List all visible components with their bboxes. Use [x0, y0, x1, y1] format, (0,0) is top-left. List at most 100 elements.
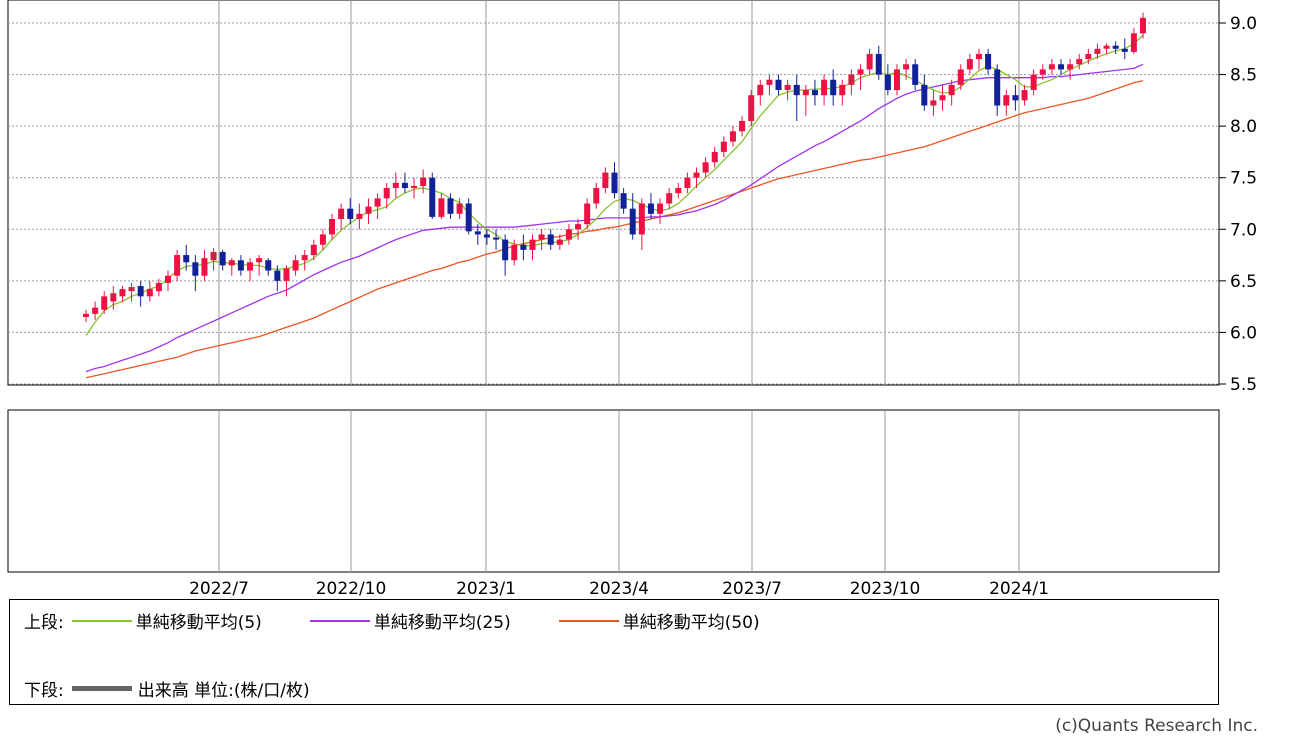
candle-body: [975, 53, 982, 60]
candle-body: [1085, 53, 1092, 60]
candlesticks: [83, 12, 1146, 323]
candle-body: [456, 203, 463, 214]
candle-body: [511, 244, 518, 261]
candle-body: [165, 275, 172, 283]
candle-body: [711, 151, 718, 163]
stock-chart: 9.08.58.07.57.06.56.05.5 2022/7 2022/10 20…: [7, 0, 1257, 599]
candle-body: [310, 244, 317, 256]
candle-body: [392, 182, 399, 189]
copyright-credit: (c)Quants Research Inc.: [1055, 716, 1258, 736]
candle-body: [930, 100, 937, 106]
candle-body: [848, 74, 855, 85]
legend-volume-swatch: [71, 686, 132, 691]
candle-body: [538, 234, 545, 240]
y-tick-label: 9.0: [1230, 14, 1257, 34]
candle-body: [556, 239, 563, 245]
candle-body: [602, 172, 609, 189]
candle-body: [1021, 90, 1028, 101]
candle-body: [447, 198, 454, 214]
candle-body: [657, 203, 664, 214]
candle-body: [274, 270, 281, 281]
candle-body: [465, 203, 472, 232]
candle-body: [647, 203, 654, 214]
candle-body: [821, 79, 828, 96]
candle-body: [329, 218, 336, 235]
candle-body: [666, 193, 673, 204]
y-tick-label: 8.5: [1230, 66, 1257, 86]
candle-body: [374, 198, 381, 207]
candle-body: [565, 229, 572, 240]
candle-body: [720, 141, 727, 152]
candle-body: [584, 203, 591, 225]
legend-lower-row: 下段: 出来高 単位:(株/口/枚): [24, 676, 310, 701]
candle-body: [1030, 74, 1037, 91]
price-gridlines: [8, 22, 1219, 385]
candle-body: [702, 162, 709, 173]
candle-body: [265, 260, 272, 271]
candle-body: [839, 84, 846, 96]
candle-body: [893, 69, 900, 91]
legend-ma50: 単純移動平均(50): [558, 608, 760, 633]
candle-body: [338, 208, 345, 219]
candle-body: [247, 262, 254, 271]
candle-body: [520, 244, 527, 250]
legend-ma5-label: 単純移動平均(5): [135, 613, 262, 633]
candle-body: [237, 260, 244, 271]
candle-body: [383, 188, 390, 199]
candle-body: [420, 177, 427, 186]
x-tick-label: 2022/7: [189, 579, 249, 599]
legend-lower-label: 下段:: [24, 681, 64, 701]
candle-body: [292, 260, 299, 271]
candle-body: [775, 79, 782, 91]
candle-body: [283, 268, 290, 281]
legend-ma50-swatch: [558, 619, 619, 622]
candle-body: [857, 69, 864, 75]
candle-body: [593, 188, 600, 204]
candle-body: [884, 74, 891, 91]
candle-body: [1121, 48, 1128, 52]
candle-body: [866, 53, 873, 70]
y-tick-label: 5.5: [1230, 375, 1257, 395]
candle-body: [1130, 33, 1137, 52]
x-tick-label: 2022/10: [316, 579, 387, 599]
candle-body: [1076, 59, 1083, 65]
y-tick-label: 6.5: [1230, 272, 1257, 292]
candle-body: [985, 53, 992, 70]
candle-body: [210, 251, 217, 261]
ma5-line: [85, 34, 1144, 336]
candle-body: [146, 289, 153, 297]
candle-body: [912, 64, 919, 85]
x-tick-label: 2023/10: [850, 579, 921, 599]
candle-body: [638, 203, 645, 235]
candle-body: [119, 289, 126, 297]
candle-body: [802, 90, 809, 96]
legend-ma25: 単純移動平均(25): [309, 608, 511, 633]
candle-body: [137, 286, 144, 297]
candle-body: [493, 237, 500, 240]
candle-body: [356, 213, 363, 219]
candle-body: [729, 131, 736, 142]
ma25-line: [85, 63, 1144, 373]
candle-body: [301, 255, 308, 261]
candle-body: [228, 260, 235, 266]
candle-body: [620, 193, 627, 209]
candle-body: [411, 185, 418, 189]
candle-body: [1140, 17, 1146, 34]
candle-body: [502, 239, 509, 261]
candle-body: [811, 90, 818, 96]
time-gridlines: [218, 0, 1020, 572]
legend-box: 上段: 単純移動平均(5) 単純移動平均(25) 単純移動平均(50) 下段: …: [9, 599, 1219, 705]
candle-body: [629, 208, 636, 235]
candle-body: [1094, 48, 1101, 54]
candle-body: [256, 258, 263, 263]
candle-body: [365, 206, 372, 214]
candle-body: [401, 182, 408, 189]
candle-body: [319, 234, 326, 245]
candle-body: [347, 208, 354, 219]
candle-body: [684, 177, 691, 189]
x-tick-label: 2023/7: [722, 579, 782, 599]
candle-body: [748, 95, 755, 121]
candle-body: [183, 255, 190, 263]
candle-body: [483, 234, 490, 238]
legend-upper-label: 上段:: [24, 613, 64, 633]
